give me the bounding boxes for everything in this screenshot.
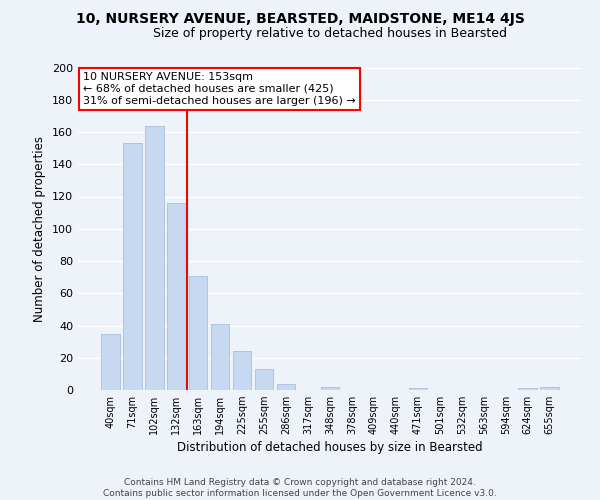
Bar bbox=[101, 334, 119, 390]
Bar bbox=[320, 387, 340, 390]
Bar bbox=[145, 126, 164, 390]
Title: Size of property relative to detached houses in Bearsted: Size of property relative to detached ho… bbox=[153, 27, 507, 40]
Y-axis label: Number of detached properties: Number of detached properties bbox=[34, 136, 46, 322]
Bar bbox=[518, 388, 537, 390]
Bar bbox=[409, 388, 427, 390]
Text: 10 NURSERY AVENUE: 153sqm
← 68% of detached houses are smaller (425)
31% of semi: 10 NURSERY AVENUE: 153sqm ← 68% of detac… bbox=[83, 72, 356, 106]
Bar bbox=[541, 387, 559, 390]
Bar bbox=[189, 276, 208, 390]
Text: Contains HM Land Registry data © Crown copyright and database right 2024.
Contai: Contains HM Land Registry data © Crown c… bbox=[103, 478, 497, 498]
X-axis label: Distribution of detached houses by size in Bearsted: Distribution of detached houses by size … bbox=[177, 442, 483, 454]
Bar bbox=[277, 384, 295, 390]
Bar bbox=[211, 324, 229, 390]
Bar bbox=[123, 144, 142, 390]
Text: 10, NURSERY AVENUE, BEARSTED, MAIDSTONE, ME14 4JS: 10, NURSERY AVENUE, BEARSTED, MAIDSTONE,… bbox=[76, 12, 524, 26]
Bar bbox=[255, 369, 274, 390]
Bar bbox=[167, 203, 185, 390]
Bar bbox=[233, 352, 251, 390]
